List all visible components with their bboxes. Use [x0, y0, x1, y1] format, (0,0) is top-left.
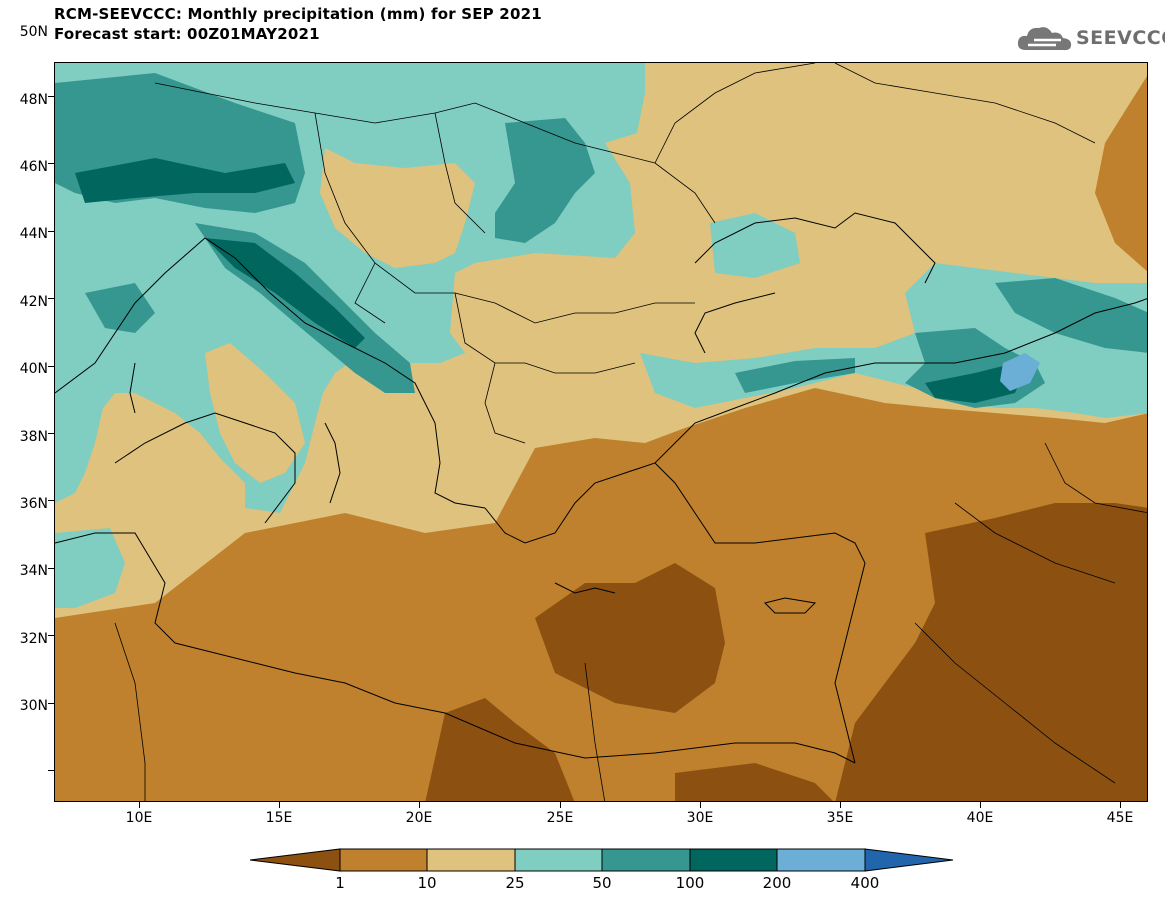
seevccc-logo: SEEVCCC	[1016, 20, 1165, 56]
precipitation-map	[54, 62, 1148, 802]
lat-label-38n: 38N	[19, 429, 48, 445]
cloud-icon	[1017, 27, 1072, 51]
colorbar-label-25: 25	[505, 874, 525, 892]
colorbar-segment-25-50	[514, 848, 603, 872]
lat-tick	[48, 568, 54, 569]
logo-text: SEEVCCC	[1076, 27, 1165, 49]
region-1-10-levant-libya	[535, 563, 725, 713]
region-200-400-dinaric	[205, 238, 365, 348]
colorbar-segment-10-25	[426, 848, 516, 872]
lon-tick	[419, 802, 420, 808]
region-200-400-alps	[75, 158, 295, 203]
region-50-100-africa	[55, 528, 125, 608]
lon-tick	[840, 802, 841, 808]
title-line-1: RCM-SEEVCCC: Monthly precipitation (mm) …	[54, 5, 542, 23]
map-title: RCM-SEEVCCC: Monthly precipitation (mm) …	[54, 4, 542, 44]
lat-label-40n: 40N	[19, 361, 48, 377]
lon-tick	[139, 802, 140, 808]
lon-label-15e: 15E	[265, 810, 293, 826]
colorbar-segment-50-100	[601, 848, 691, 872]
lon-label-30e: 30E	[686, 810, 714, 826]
lat-label-32n: 32N	[19, 631, 48, 647]
region-100-200-apennine	[85, 283, 155, 333]
lon-label-20e: 20E	[405, 810, 433, 826]
colorbar-label-1: 1	[335, 874, 345, 892]
lon-tick	[279, 802, 280, 808]
lat-label-44n: 44N	[19, 226, 48, 242]
region-10-25-northeast	[1095, 76, 1147, 272]
lon-tick	[700, 802, 701, 808]
colorbar-label-100: 100	[675, 874, 705, 892]
lat-tick	[48, 770, 54, 771]
map-canvas	[55, 63, 1147, 801]
colorbar-arrow-left	[250, 848, 341, 872]
lat-tick	[48, 500, 54, 501]
colorbar-segment-100-200	[689, 848, 778, 872]
region-400-plus	[1000, 353, 1040, 391]
lat-label-46n: 46N	[19, 159, 48, 175]
region-100-200-georgia	[995, 278, 1147, 353]
lat-tick	[48, 366, 54, 367]
lat-tick	[48, 163, 54, 164]
region-1-10-syria-iraq	[835, 503, 1147, 801]
colorbar-label-10: 10	[417, 874, 437, 892]
colorbar-label-400: 400	[850, 874, 880, 892]
lat-tick	[48, 433, 54, 434]
lon-label-25e: 25E	[546, 810, 574, 826]
lon-label-35e: 35E	[826, 810, 854, 826]
lon-label-10e: 10E	[125, 810, 153, 826]
title-line-2: Forecast start: 00Z01MAY2021	[54, 25, 320, 43]
coastlines	[55, 212, 1147, 764]
lon-label-45e: 45E	[1106, 810, 1134, 826]
colorbar-label-50: 50	[592, 874, 612, 892]
lat-tick	[48, 96, 54, 97]
lat-label-42n: 42N	[19, 294, 48, 310]
lat-label-36n: 36N	[19, 496, 48, 512]
region-100-200-carpathian	[495, 118, 595, 243]
region-100-200-turkey-coast	[735, 358, 855, 393]
colorbar	[250, 848, 954, 872]
colorbar-segment-200-400	[776, 848, 866, 872]
region-1-10-egypt	[425, 698, 575, 801]
colorbar-label-200: 200	[762, 874, 792, 892]
lat-tick	[48, 703, 54, 704]
lat-label-34n: 34N	[19, 563, 48, 579]
lon-tick	[560, 802, 561, 808]
lat-tick	[48, 635, 54, 636]
lat-tick	[48, 231, 54, 232]
lon-tick	[980, 802, 981, 808]
lat-label-48n: 48N	[19, 92, 48, 108]
lat-label-50n: 50N	[19, 24, 48, 40]
colorbar-segment-1-10	[339, 848, 428, 872]
region-25-50-pannonian	[320, 148, 475, 268]
lon-tick	[1120, 802, 1121, 808]
country-borders	[114, 63, 1147, 801]
colorbar-arrow-right	[864, 848, 954, 872]
lat-label-30n: 30N	[19, 698, 48, 714]
region-1-10-sinai	[675, 763, 833, 801]
lat-tick	[48, 298, 54, 299]
lon-label-40e: 40E	[966, 810, 994, 826]
region-25-50-italy	[205, 343, 305, 483]
region-50-100-blacksea	[710, 213, 800, 278]
